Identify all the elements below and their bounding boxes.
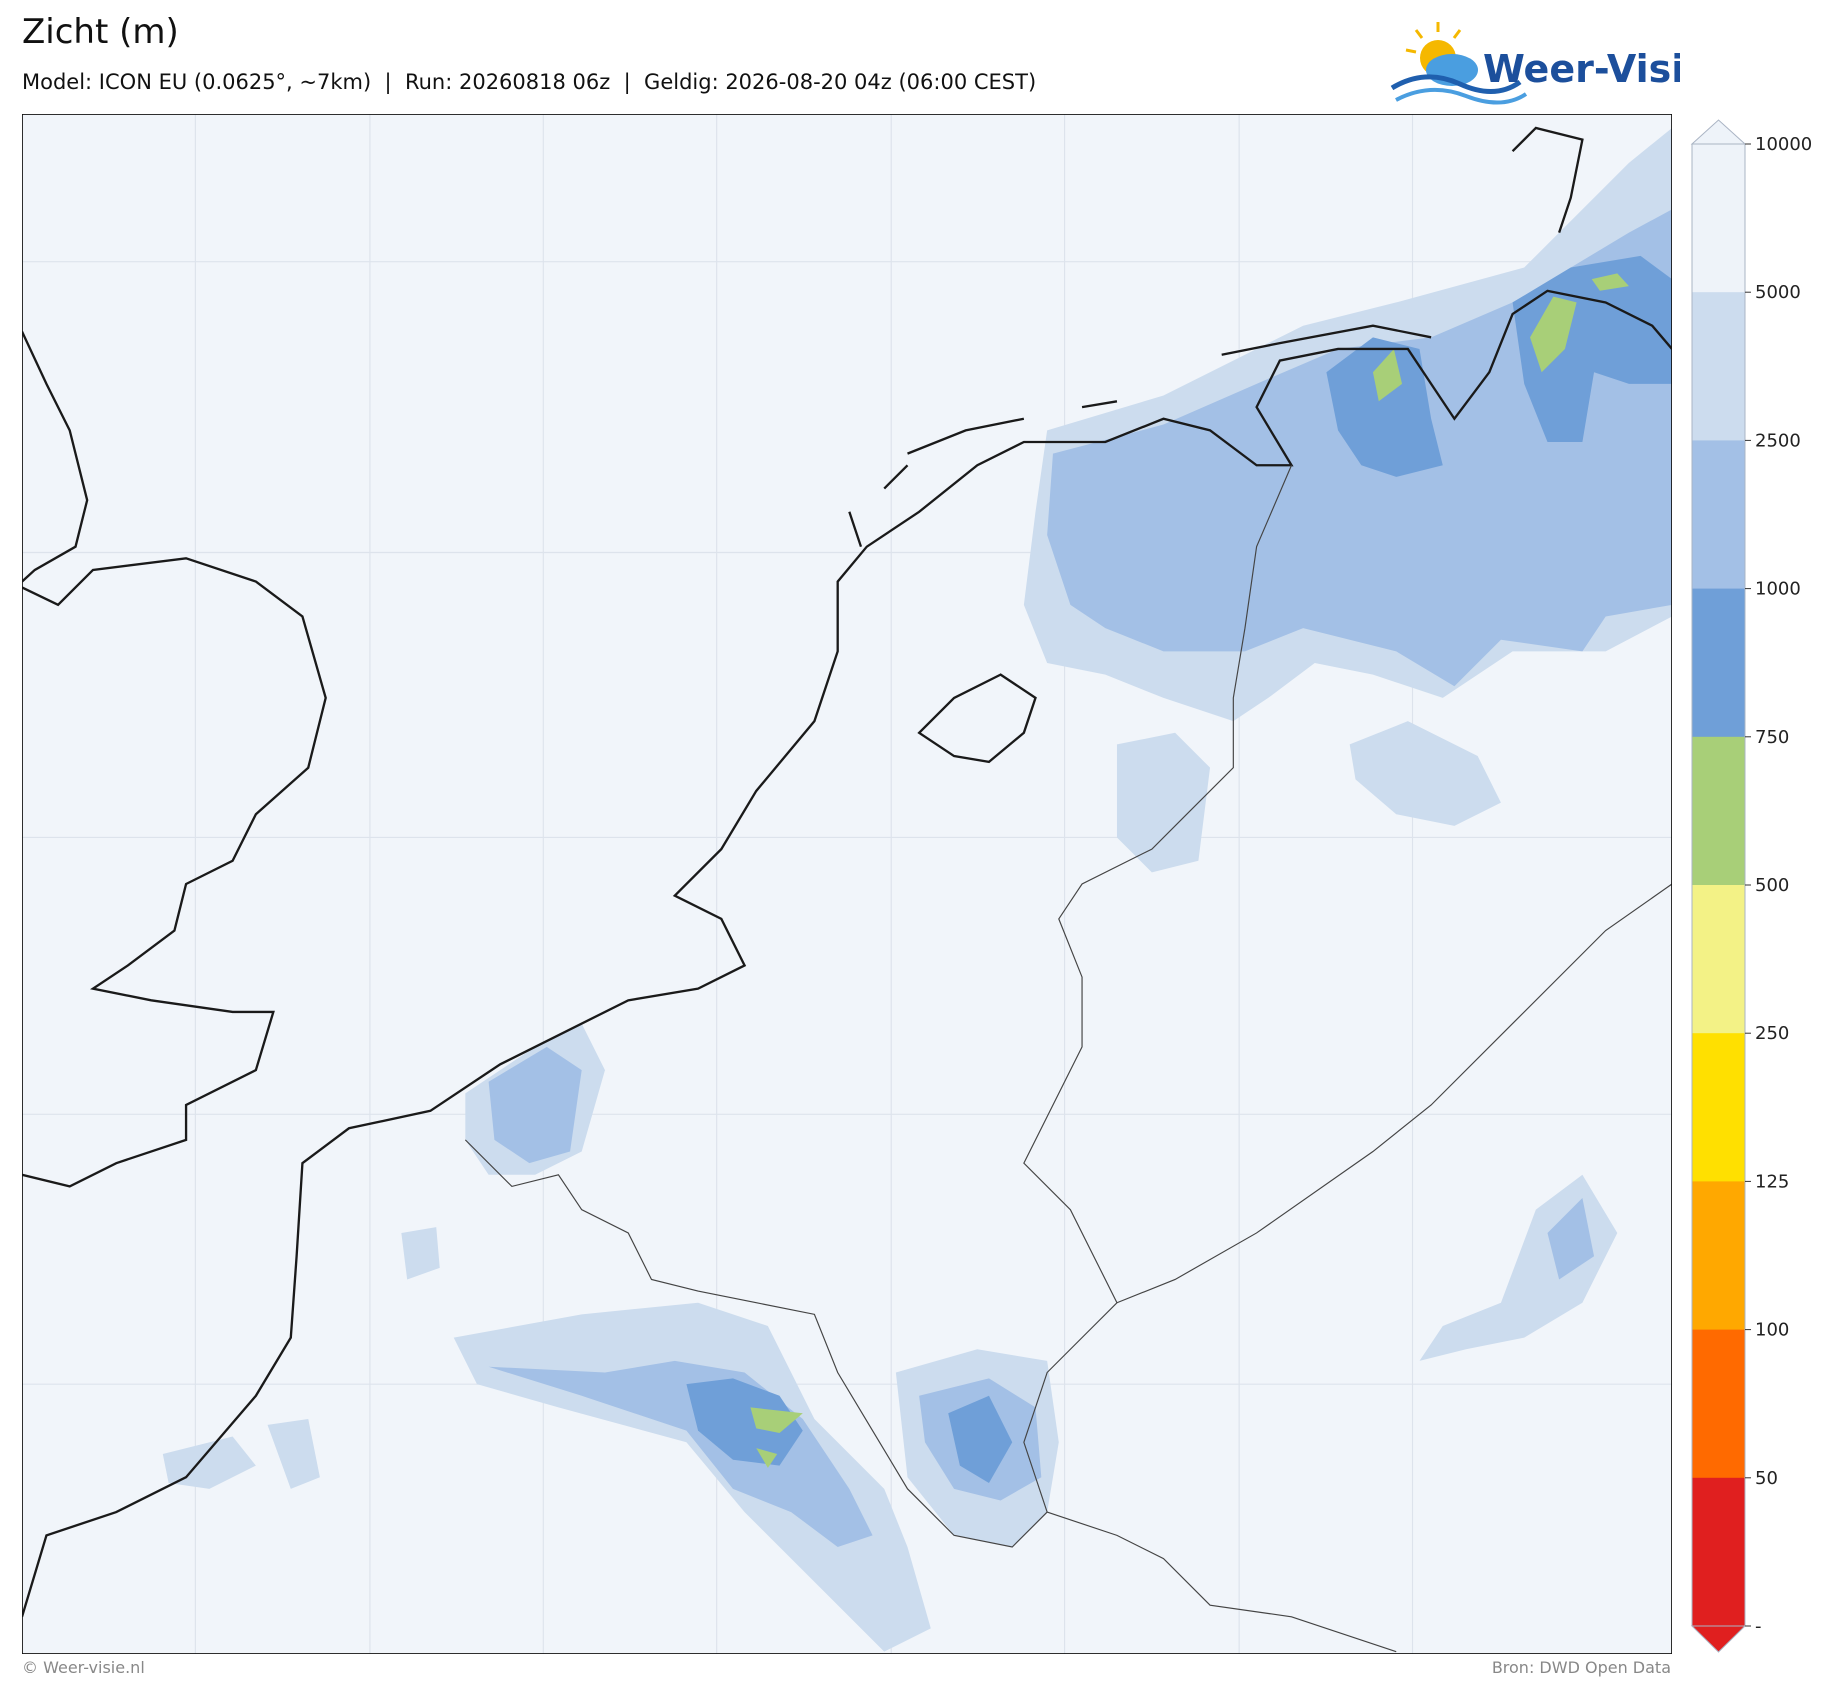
colorbar-tick-label: 2500	[1755, 430, 1801, 451]
map	[22, 114, 1672, 1654]
colorbar-tick-label: 10000	[1755, 134, 1812, 155]
colorbar-band	[1692, 736, 1745, 886]
footer-source: Bron: DWD Open Data	[1491, 1658, 1671, 1677]
colorbar-band	[1692, 1477, 1745, 1627]
colorbar-band	[1692, 1329, 1745, 1479]
colorbar-tick-label: 750	[1755, 727, 1789, 748]
colorbar-tick-label: 125	[1755, 1171, 1789, 1192]
colorbar-band	[1692, 292, 1745, 441]
colorbar-tick-label: 50	[1755, 1468, 1778, 1489]
colorbar-band	[1692, 144, 1745, 293]
logo-wave	[1395, 87, 1528, 105]
title: Zicht (m)	[22, 12, 179, 52]
colorbar-band	[1692, 588, 1745, 738]
logo: Weer-Visie	[1390, 22, 1680, 105]
logo-text: Weer-Visie	[1483, 47, 1680, 91]
footer-credit: © Weer-visie.nl	[22, 1658, 145, 1677]
colorbar-band	[1692, 1181, 1745, 1331]
colorbar-tick-label: -	[1755, 1616, 1762, 1637]
borders	[464, 465, 1672, 1653]
colorbar-band	[1692, 440, 1745, 590]
colorbar-tick-label: 100	[1755, 1320, 1789, 1341]
colorbar-tick-label: 250	[1755, 1023, 1789, 1044]
coastlines	[22, 126, 1672, 1618]
colorbar-band	[1692, 1033, 1745, 1182]
colorbar-band	[1692, 885, 1745, 1034]
subtitle: Model: ICON EU (0.0625°, ~7km) | Run: 20…	[22, 70, 1037, 94]
logo-wave	[1390, 74, 1522, 95]
colorbar-extend-top	[1690, 119, 1747, 145]
colorbar: 10000 5000 2500 1000 750 500 250 125 100 50 -	[1690, 119, 1812, 1653]
colorbar-extend-bottom	[1690, 1625, 1747, 1653]
colorbar-tick-label: 1000	[1755, 579, 1801, 600]
colorbar-tick-label: 5000	[1755, 282, 1801, 303]
colorbar-tick-label: 500	[1755, 875, 1789, 896]
visibility-fields	[162, 127, 1672, 1652]
logo-sun-rays	[1405, 22, 1462, 54]
